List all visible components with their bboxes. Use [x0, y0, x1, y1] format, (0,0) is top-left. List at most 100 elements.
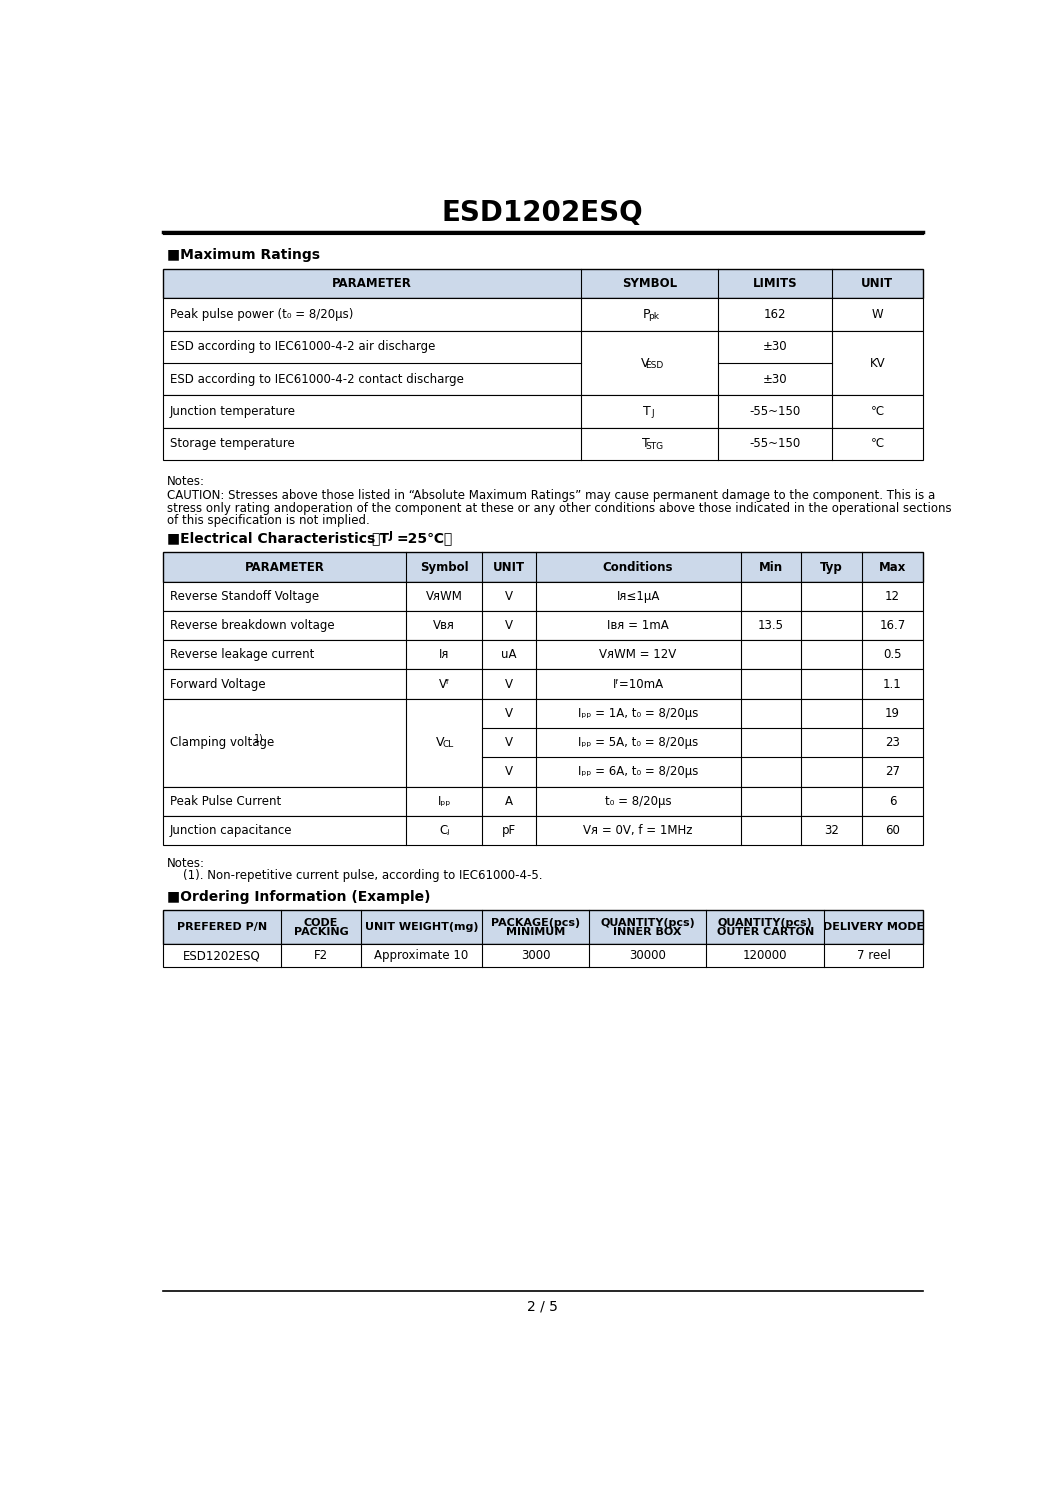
Text: Iₚₚ = 6A, t₀ = 8/20μs: Iₚₚ = 6A, t₀ = 8/20μs [578, 765, 698, 779]
Text: VᴙWM: VᴙWM [426, 590, 463, 602]
Text: ±30: ±30 [762, 340, 787, 354]
FancyBboxPatch shape [163, 298, 922, 331]
Text: QUANTITY(pcs): QUANTITY(pcs) [718, 918, 812, 929]
Text: UNIT: UNIT [492, 560, 525, 574]
Text: ESD1202ESQ: ESD1202ESQ [442, 199, 643, 226]
Text: V: V [505, 765, 513, 779]
Text: 162: 162 [764, 309, 786, 321]
Text: stress only rating andoperation of the component at these or any other condition: stress only rating andoperation of the c… [167, 502, 952, 515]
Text: PREFERED P/N: PREFERED P/N [177, 923, 267, 932]
Text: INNER BOX: INNER BOX [613, 927, 682, 936]
Text: Min: Min [759, 560, 783, 574]
Text: ■Ordering Information (Example): ■Ordering Information (Example) [167, 890, 431, 903]
Text: （T: （T [371, 532, 389, 545]
Text: of this specification is not implied.: of this specification is not implied. [167, 514, 370, 527]
Text: -55~150: -55~150 [749, 437, 801, 451]
Text: Junction capacitance: Junction capacitance [169, 824, 292, 837]
Text: Peak Pulse Current: Peak Pulse Current [169, 794, 281, 807]
Text: 3000: 3000 [521, 950, 551, 962]
Text: UNIT: UNIT [861, 277, 894, 291]
Text: A: A [505, 794, 513, 807]
FancyBboxPatch shape [163, 611, 922, 640]
Text: W: W [872, 309, 883, 321]
Text: Typ: Typ [821, 560, 843, 574]
Text: PARAMETER: PARAMETER [333, 277, 412, 291]
Text: QUANTITY(pcs): QUANTITY(pcs) [600, 918, 695, 929]
FancyBboxPatch shape [163, 270, 922, 298]
Text: Reverse Standoff Voltage: Reverse Standoff Voltage [169, 590, 319, 602]
Text: V: V [505, 619, 513, 632]
Text: 12: 12 [885, 590, 900, 602]
Text: V: V [505, 677, 513, 691]
Text: -55~150: -55~150 [749, 404, 801, 418]
Text: 19: 19 [885, 707, 900, 721]
Text: Iᴙ: Iᴙ [439, 649, 450, 661]
Text: 32: 32 [824, 824, 839, 837]
Text: V: V [505, 707, 513, 721]
Text: 27: 27 [885, 765, 900, 779]
Text: T: T [643, 404, 651, 418]
Text: Vʙᴙ: Vʙᴙ [433, 619, 455, 632]
Text: Notes:: Notes: [167, 475, 205, 488]
Text: V: V [505, 736, 513, 749]
Text: 1): 1) [254, 734, 264, 745]
Text: 120000: 120000 [743, 950, 788, 962]
FancyBboxPatch shape [163, 553, 922, 581]
Text: 23: 23 [885, 736, 900, 749]
Text: Vᴙ = 0V, f = 1MHz: Vᴙ = 0V, f = 1MHz [584, 824, 693, 837]
FancyBboxPatch shape [163, 395, 922, 428]
Text: Peak pulse power (t₀ = 8/20μs): Peak pulse power (t₀ = 8/20μs) [169, 309, 353, 321]
Text: Iᶠ=10mA: Iᶠ=10mA [612, 677, 664, 691]
Text: ESD1202ESQ: ESD1202ESQ [183, 950, 262, 962]
Text: ESD according to IEC61000-4-2 air discharge: ESD according to IEC61000-4-2 air discha… [169, 340, 435, 354]
FancyBboxPatch shape [163, 944, 922, 968]
FancyBboxPatch shape [163, 670, 922, 698]
Text: Iₚₚ: Iₚₚ [437, 794, 451, 807]
Text: t₀ = 8/20μs: t₀ = 8/20μs [605, 794, 671, 807]
Text: Iᴙ≤1μA: Iᴙ≤1μA [616, 590, 660, 602]
Text: 6: 6 [889, 794, 896, 807]
Text: Iₚₚ = 1A, t₀ = 8/20μs: Iₚₚ = 1A, t₀ = 8/20μs [578, 707, 698, 721]
Text: 30000: 30000 [629, 950, 666, 962]
Text: Junction temperature: Junction temperature [169, 404, 295, 418]
Text: SYMBOL: SYMBOL [622, 277, 677, 291]
Text: pF: pF [502, 824, 516, 837]
Text: ±30: ±30 [762, 373, 787, 385]
Text: CODE: CODE [304, 918, 338, 929]
FancyBboxPatch shape [163, 581, 922, 611]
Text: 60: 60 [885, 824, 900, 837]
Text: 0.5: 0.5 [883, 649, 902, 661]
Text: Symbol: Symbol [420, 560, 469, 574]
Text: Notes:: Notes: [167, 857, 205, 870]
Text: Reverse leakage current: Reverse leakage current [169, 649, 313, 661]
FancyBboxPatch shape [163, 640, 922, 670]
Text: V: V [436, 736, 445, 749]
Text: Max: Max [879, 560, 907, 574]
Text: UNIT WEIGHT(mg): UNIT WEIGHT(mg) [365, 923, 479, 932]
Text: ■Electrical Characteristics: ■Electrical Characteristics [167, 532, 376, 545]
Text: ■Maximum Ratings: ■Maximum Ratings [167, 249, 320, 262]
Text: PACKING: PACKING [293, 927, 348, 936]
Text: Approximate 10: Approximate 10 [375, 950, 469, 962]
FancyBboxPatch shape [163, 698, 922, 786]
Text: =25℃）: =25℃） [397, 532, 453, 545]
Text: ℃: ℃ [870, 437, 884, 451]
Text: (1). Non-repetitive current pulse, according to IEC61000-4-5.: (1). Non-repetitive current pulse, accor… [183, 869, 542, 882]
Text: PARAMETER: PARAMETER [245, 560, 325, 574]
Text: V: V [642, 357, 650, 370]
Text: P: P [643, 309, 650, 321]
Text: STG: STG [645, 442, 663, 451]
Text: J: J [651, 409, 653, 418]
Text: Iₚₚ = 5A, t₀ = 8/20μs: Iₚₚ = 5A, t₀ = 8/20μs [578, 736, 698, 749]
Text: Storage temperature: Storage temperature [169, 437, 294, 451]
Text: 7 reel: 7 reel [857, 950, 891, 962]
Text: 2 / 5: 2 / 5 [527, 1299, 558, 1314]
Text: OUTER CARTON: OUTER CARTON [717, 927, 814, 936]
Text: ℃: ℃ [870, 404, 884, 418]
Text: Vᶠ: Vᶠ [438, 677, 450, 691]
Text: uA: uA [501, 649, 517, 661]
Text: Clamping voltage: Clamping voltage [169, 736, 277, 749]
Text: F2: F2 [313, 950, 328, 962]
Text: CAUTION: Stresses above those listed in “Absolute Maximum Ratings” may cause per: CAUTION: Stresses above those listed in … [167, 490, 935, 502]
Text: VᴙWM = 12V: VᴙWM = 12V [599, 649, 677, 661]
